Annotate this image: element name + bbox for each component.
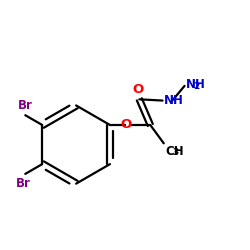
- Text: CH: CH: [165, 145, 184, 158]
- Text: 2: 2: [193, 82, 199, 91]
- Text: Br: Br: [18, 99, 33, 112]
- Text: O: O: [133, 83, 144, 96]
- Text: 3: 3: [172, 148, 178, 157]
- Text: NH: NH: [164, 94, 184, 107]
- Text: Br: Br: [16, 177, 30, 190]
- Text: NH: NH: [186, 78, 206, 91]
- Text: O: O: [120, 118, 132, 132]
